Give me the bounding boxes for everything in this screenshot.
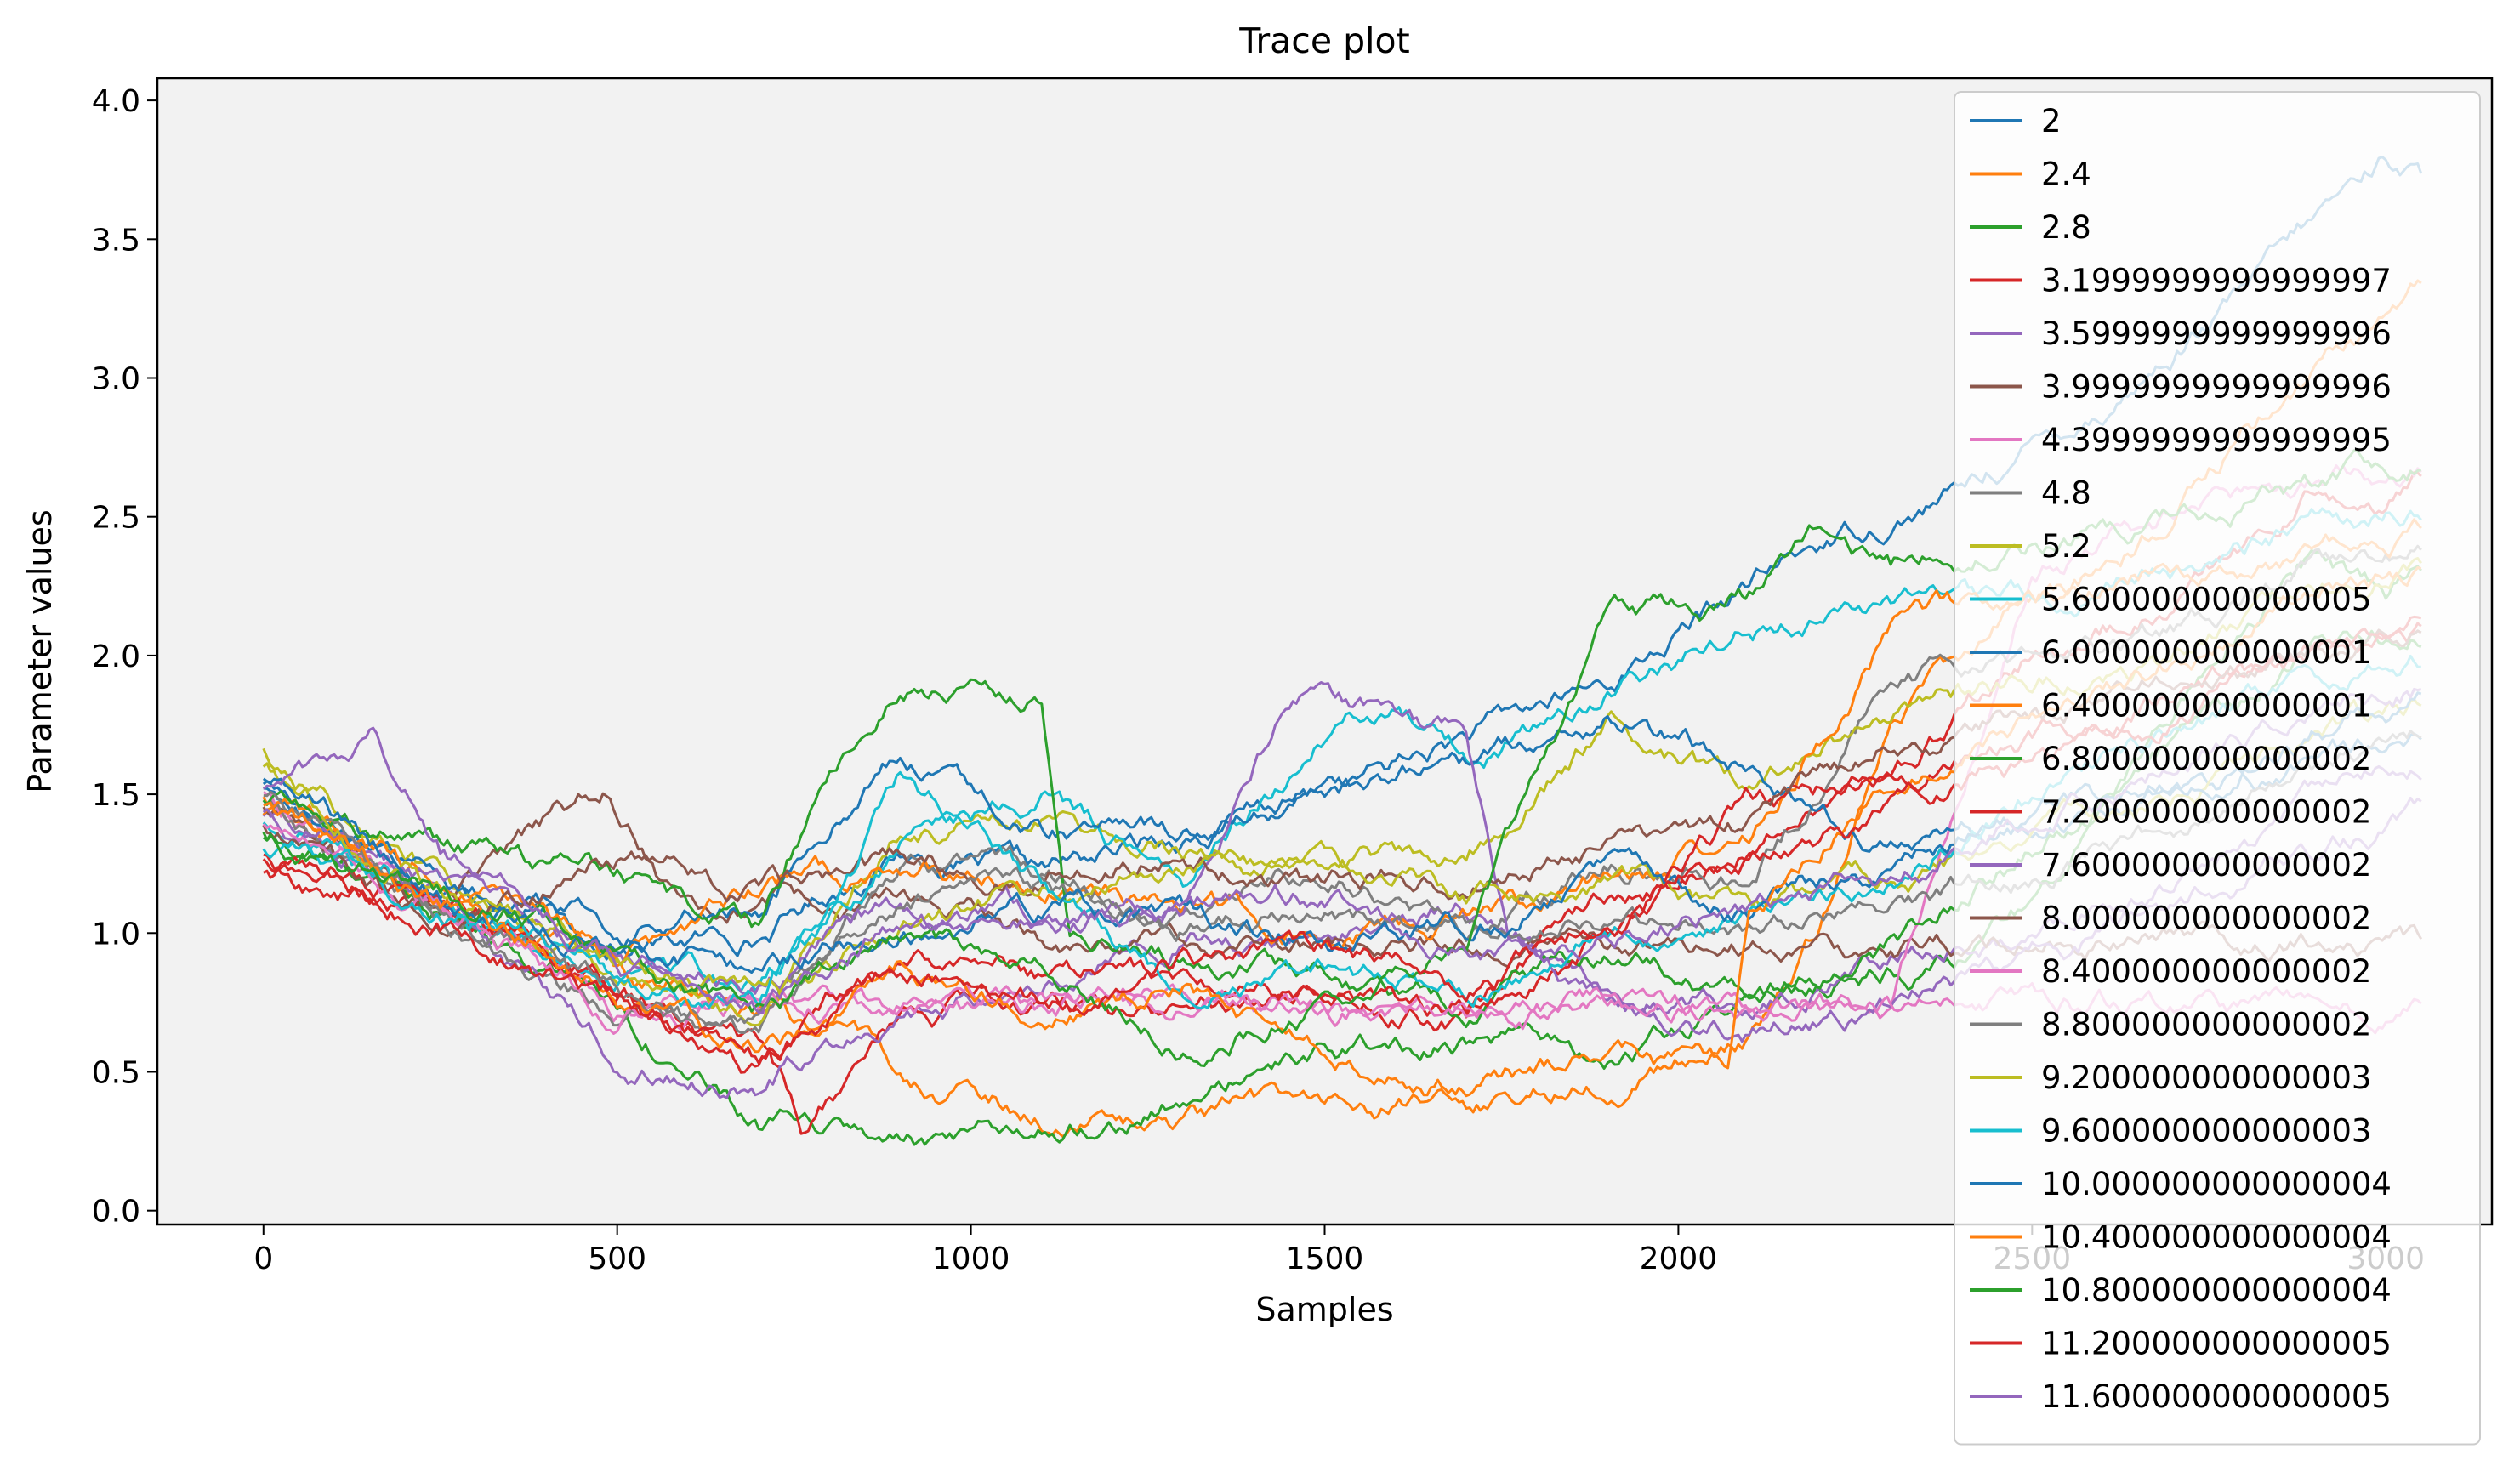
- legend-label: 3.9999999999999996: [2041, 369, 2392, 406]
- x-tick-label: 1500: [1286, 1242, 1364, 1276]
- y-axis-label: Parameter values: [21, 509, 59, 793]
- legend-label: 11.600000000000005: [2041, 1378, 2392, 1415]
- y-tick-label: 2.5: [92, 501, 140, 536]
- legend-label: 5.2: [2041, 528, 2091, 565]
- legend-box: [1954, 91, 2481, 1446]
- legend-label: 8.400000000000002: [2041, 953, 2371, 990]
- legend-label: 8.800000000000002: [2041, 1007, 2371, 1043]
- legend-label: 8.000000000000002: [2041, 901, 2371, 937]
- legend-label: 6.400000000000001: [2041, 688, 2371, 724]
- y-tick-label: 0.5: [92, 1055, 140, 1090]
- legend-label: 2: [2041, 103, 2062, 139]
- legend-label: 9.600000000000003: [2041, 1113, 2371, 1150]
- y-axis: 0.0 0.5 1.0 1.5 2.0 2.5 3.0 3.5 4.0: [92, 84, 157, 1230]
- plot-area-frame: [156, 77, 2494, 1226]
- y-tick-label: 1.0: [92, 917, 140, 952]
- legend-label: 10.400000000000004: [2041, 1219, 2392, 1256]
- x-tick-label: 1000: [932, 1242, 1010, 1276]
- legend-label: 6.800000000000002: [2041, 741, 2371, 777]
- x-tick-label: 0: [253, 1242, 273, 1276]
- legend-label: 9.200000000000003: [2041, 1060, 2371, 1096]
- legend-label: 3.5999999999999996: [2041, 315, 2392, 352]
- legend-label: 5.600000000000005: [2041, 582, 2371, 618]
- legend-label: 2.4: [2041, 156, 2091, 193]
- legend-label: 4.3999999999999995: [2041, 422, 2392, 458]
- legend-label: 7.200000000000002: [2041, 794, 2371, 831]
- y-tick-label: 2.0: [92, 639, 140, 674]
- legend-label: 10.800000000000004: [2041, 1272, 2392, 1309]
- legend-label: 4.8: [2041, 475, 2091, 512]
- legend-label: 3.1999999999999997: [2041, 263, 2392, 299]
- legend-label: 7.600000000000002: [2041, 847, 2371, 884]
- legend-label: 2.8: [2041, 209, 2091, 246]
- x-axis-label: Samples: [1255, 1291, 1393, 1328]
- legend-label: 10.000000000000004: [2041, 1166, 2392, 1202]
- legend-label: 6.000000000000001: [2041, 634, 2371, 671]
- legend: 2 2.4 2.8 3.1999999999999997 3.5999999999999…: [1954, 91, 2481, 1446]
- legend-label: 11.200000000000005: [2041, 1326, 2392, 1362]
- y-tick-label: 1.5: [92, 778, 140, 813]
- x-tick-label: 2000: [1640, 1242, 1718, 1276]
- chart-title: Trace plot: [1238, 20, 1409, 61]
- y-tick-label: 3.5: [92, 223, 140, 258]
- y-tick-label: 4.0: [92, 84, 140, 119]
- y-tick-label: 0.0: [92, 1195, 140, 1230]
- y-tick-label: 3.0: [92, 362, 140, 397]
- x-tick-label: 500: [588, 1242, 646, 1276]
